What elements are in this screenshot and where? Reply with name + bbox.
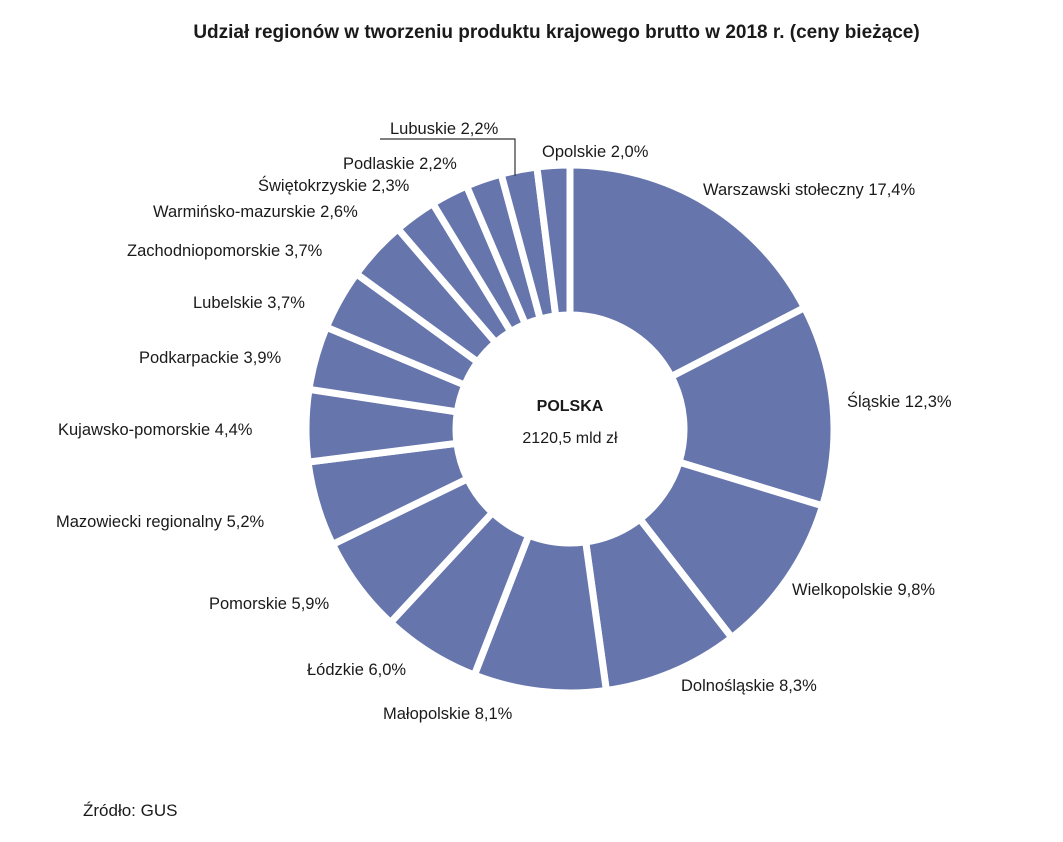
data-label: Lubelskie 3,7% (193, 294, 305, 312)
center-title: POLSKA (536, 398, 604, 415)
data-label: Wielkopolskie 9,8% (792, 581, 936, 599)
chart-title: Udział regionów w tworzeniu produktu kra… (193, 22, 920, 43)
slice-wielkopolskie (634, 457, 827, 643)
data-label: Podkarpackie 3,9% (139, 349, 282, 367)
data-label: Warmińsko-mazurskie 2,6% (153, 203, 358, 221)
slice-warszawski-stołeczny (566, 161, 810, 382)
data-label: Mazowiecki regionalny 5,2% (56, 513, 265, 531)
center-total: 2120,5 mld zł (522, 430, 618, 447)
data-label: Dolnośląskie 8,3% (681, 677, 817, 695)
data-label: Pomorskie 5,9% (209, 595, 330, 613)
data-label: Podlaskie 2,2% (343, 155, 457, 173)
data-label: Świętokrzyskie 2,3% (258, 177, 410, 195)
slice-śląskie (666, 302, 838, 511)
data-label: Warszawski stołeczny 17,4% (703, 181, 916, 199)
data-label: Opolskie 2,0% (542, 143, 649, 161)
data-label: Kujawsko-pomorskie 4,4% (58, 421, 253, 439)
data-label: Śląskie 12,3% (847, 393, 952, 411)
data-label: Małopolskie 8,1% (383, 705, 513, 723)
data-label: Zachodniopomorskie 3,7% (127, 242, 323, 260)
leader-line (380, 138, 516, 176)
source-note: Źródło: GUS (83, 801, 178, 820)
data-label: Łódzkie 6,0% (307, 661, 407, 679)
slice-opolskie (533, 161, 574, 320)
data-label: Lubuskie 2,2% (390, 120, 499, 138)
